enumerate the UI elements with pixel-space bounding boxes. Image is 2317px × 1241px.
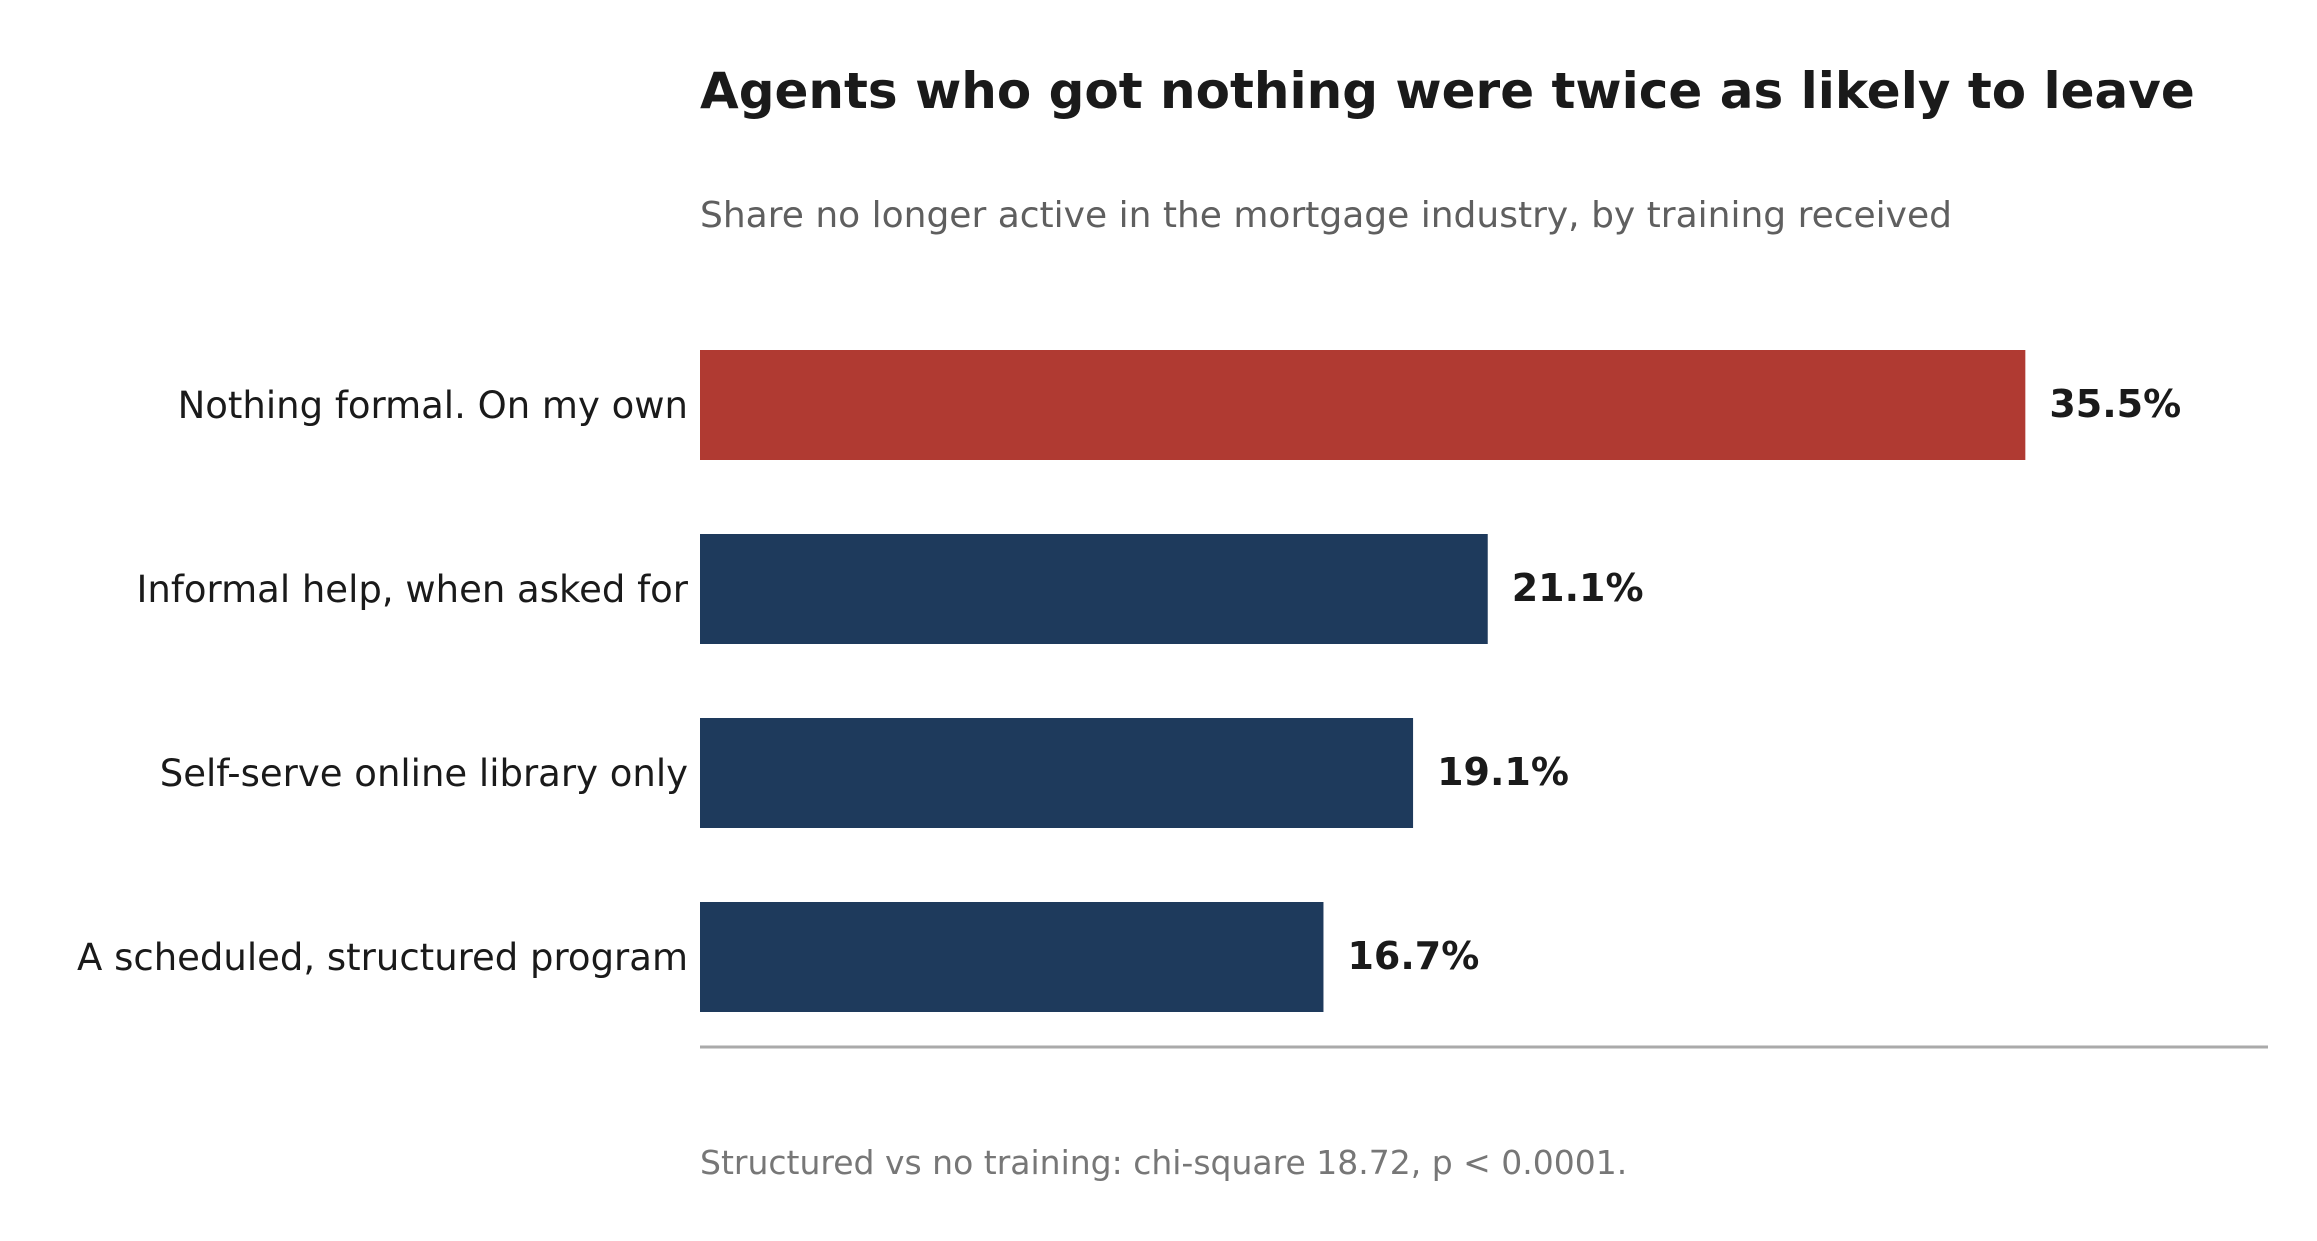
value-label-1: 21.1% bbox=[1512, 566, 1644, 610]
value-label-2: 19.1% bbox=[1437, 750, 1569, 794]
category-label-2: Self-serve online library only bbox=[160, 752, 688, 795]
value-label-3: 16.7% bbox=[1347, 934, 1479, 978]
value-label-0: 35.5% bbox=[2049, 382, 2181, 426]
bar-1 bbox=[700, 534, 1488, 644]
chart-title: Agents who got nothing were twice as lik… bbox=[700, 62, 2195, 120]
category-label-3: A scheduled, structured program bbox=[77, 936, 688, 979]
bar-0 bbox=[700, 350, 2026, 460]
bar-3 bbox=[700, 902, 1324, 1012]
chart-note: Structured vs no training: chi-square 18… bbox=[700, 1143, 1628, 1182]
category-label-0: Nothing formal. On my own bbox=[178, 384, 688, 427]
chart-subtitle: Share no longer active in the mortgage i… bbox=[700, 195, 1952, 236]
category-label-1: Informal help, when asked for bbox=[137, 568, 689, 611]
bar-2 bbox=[700, 718, 1414, 828]
